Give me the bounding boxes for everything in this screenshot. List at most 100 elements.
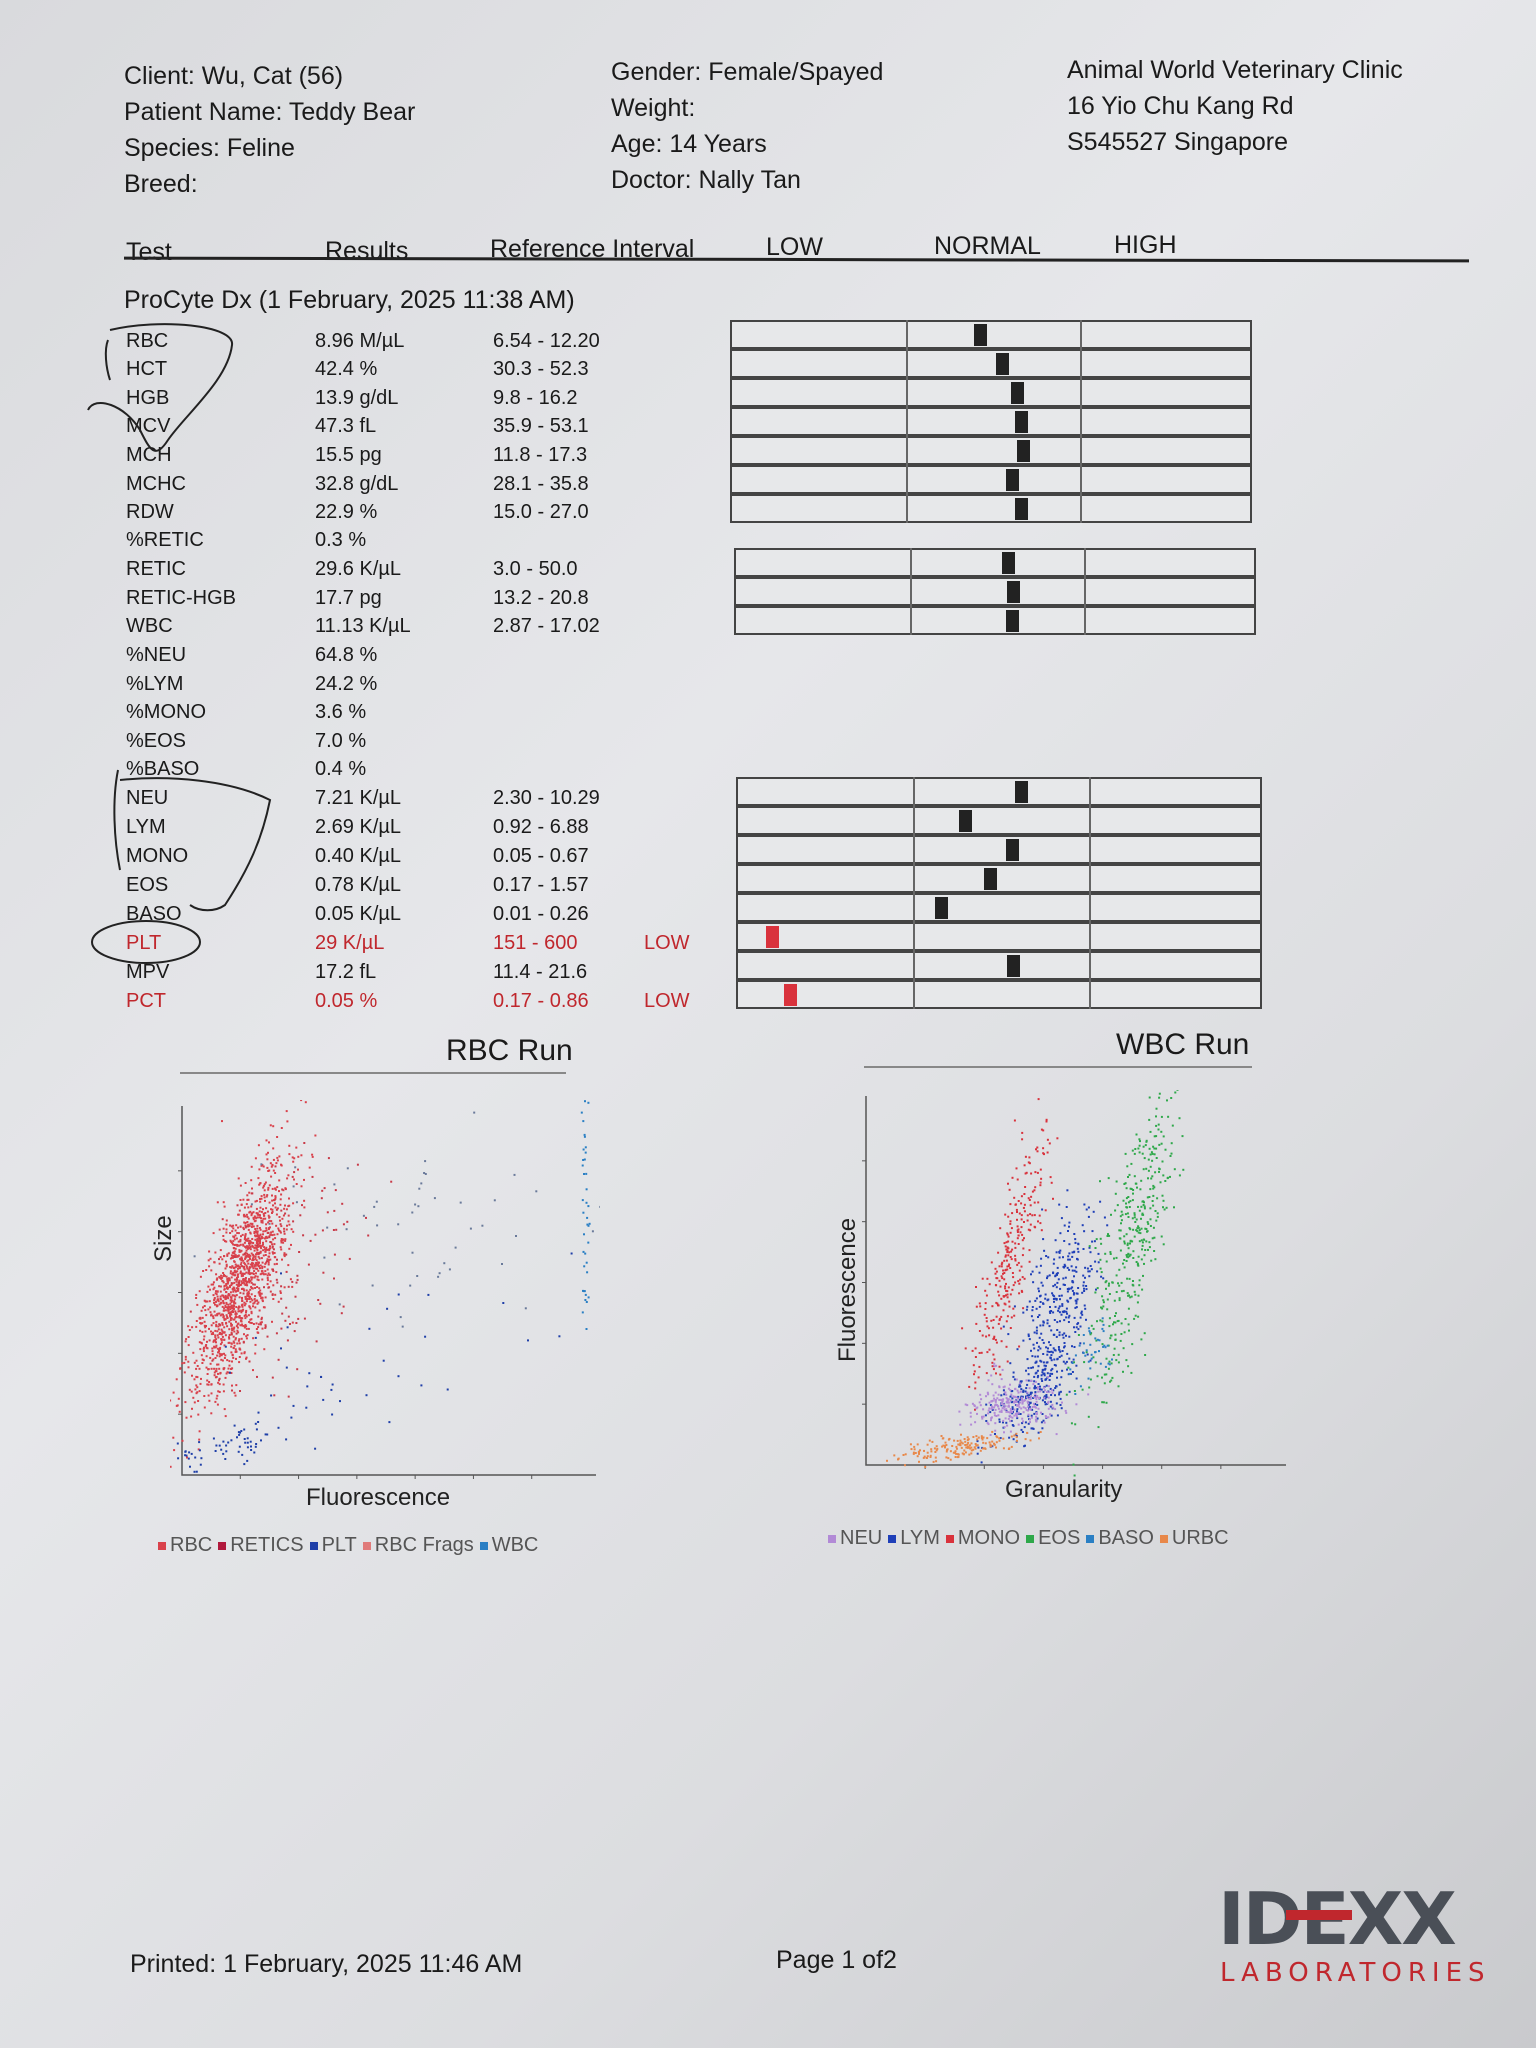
page-number: Page 1 of2	[776, 1946, 897, 1974]
result-marker	[1015, 781, 1029, 803]
result-marker	[1011, 382, 1025, 404]
range-divider	[913, 806, 916, 835]
range-bar	[734, 577, 1256, 606]
test-name: WBC	[126, 615, 173, 637]
result-value: 17.7 pg	[315, 587, 382, 609]
range-divider	[1088, 951, 1091, 980]
range-bar	[736, 951, 1262, 980]
result-marker	[959, 810, 973, 832]
result-value: 2.69 K/µL	[315, 816, 402, 838]
range-divider	[1084, 606, 1086, 635]
range-divider	[913, 951, 916, 980]
legend-label: URBC	[1171, 1527, 1229, 1549]
test-name: %MONO	[126, 701, 206, 723]
urbc-cluster	[886, 1430, 1042, 1468]
plot-axes	[862, 1096, 1286, 1469]
result-marker	[1017, 440, 1031, 462]
range-divider	[910, 606, 912, 635]
legend-swatch	[158, 1541, 166, 1550]
wbc-scatter-points	[193, 1111, 600, 1328]
range-bar	[730, 465, 1252, 494]
test-name: PCT	[126, 990, 166, 1012]
range-divider	[906, 320, 908, 349]
range-divider	[906, 349, 908, 378]
client-info: Client: Wu, Cat (56) Patient Name: Teddy…	[124, 58, 415, 202]
range-bar	[734, 606, 1256, 635]
client-line: Client: Wu, Cat (56)	[124, 62, 344, 90]
species-line: Species: Feline	[124, 134, 295, 162]
wbc-x-axis-label: Granularity	[1005, 1476, 1123, 1503]
legend-label: BASO	[1098, 1527, 1154, 1549]
result-marker	[995, 353, 1009, 375]
range-divider	[913, 835, 916, 864]
test-name: RBC	[126, 330, 169, 352]
wbc-title-underline	[864, 1066, 1252, 1068]
range-divider	[910, 548, 912, 577]
test-name: %RETIC	[126, 529, 204, 551]
section-title: ProCyte Dx (1 February, 2025 11:38 AM)	[124, 286, 575, 314]
range-divider	[906, 494, 908, 523]
column-normal: NORMAL	[934, 232, 1041, 260]
wbc-edge-points	[580, 1100, 591, 1330]
rbc-scatter-plot	[170, 1100, 600, 1479]
test-name: %NEU	[126, 644, 187, 666]
legend-swatch	[218, 1541, 227, 1550]
result-marker	[974, 324, 988, 346]
test-name: %EOS	[126, 730, 187, 752]
test-name: %BASO	[126, 758, 200, 780]
range-divider	[1088, 864, 1091, 893]
range-bar	[736, 806, 1262, 835]
range-bar	[730, 320, 1252, 349]
patient-name-line: Patient Name: Teddy Bear	[124, 98, 416, 126]
range-divider	[1080, 378, 1082, 407]
legend-label: RBC	[170, 1534, 213, 1556]
range-bar	[730, 378, 1252, 407]
test-name: EOS	[126, 874, 169, 896]
column-high: HIGH	[1114, 231, 1177, 259]
test-name: NEU	[126, 787, 169, 809]
reference-range: 0.01 - 0.26	[493, 903, 589, 925]
result-value: 0.3 %	[315, 529, 367, 551]
reference-range: 11.4 - 21.6	[493, 961, 588, 983]
range-divider	[1080, 494, 1082, 523]
reference-range: 28.1 - 35.8	[493, 473, 589, 495]
result-value: 0.05 %	[315, 990, 378, 1012]
legend-swatch	[309, 1541, 318, 1550]
legend-label: WBC	[491, 1534, 539, 1556]
range-divider	[1084, 548, 1086, 577]
range-divider	[910, 577, 912, 606]
result-value: 7.0 %	[315, 730, 367, 752]
result-flag: LOW	[644, 932, 690, 954]
range-bar	[734, 548, 1256, 577]
reference-range: 6.54 - 12.20	[493, 330, 600, 352]
plot-axes	[178, 1106, 596, 1479]
reference-range: 13.2 - 20.8	[493, 587, 589, 609]
legend-swatch	[362, 1541, 371, 1550]
reference-range: 0.05 - 0.67	[493, 845, 589, 867]
clinic-street: 16 Yio Chu Kang Rd	[1067, 92, 1294, 120]
test-name: MONO	[126, 845, 189, 867]
result-flag: LOW	[644, 990, 690, 1012]
plt-scatter-points	[176, 1252, 573, 1453]
range-divider	[1084, 577, 1086, 606]
result-value: 0.4 %	[315, 758, 367, 780]
test-name: PLT	[126, 932, 162, 954]
result-marker	[1007, 581, 1021, 603]
test-name: RDW	[126, 501, 174, 523]
result-marker	[1002, 552, 1016, 574]
result-marker	[1015, 411, 1029, 433]
age-line: Age: 14 Years	[611, 130, 767, 158]
range-bar	[736, 864, 1262, 893]
patient-info: Gender: Female/Spayed Weight: Age: 14 Ye…	[611, 54, 883, 198]
wbc-y-axis-label: Fluorescence	[834, 1217, 861, 1362]
reference-range: 9.8 - 16.2	[493, 387, 578, 409]
rbc-x-axis-label: Fluorescence	[306, 1484, 451, 1511]
legend-label: RETICS	[230, 1534, 304, 1556]
result-value: 7.21 K/µL	[315, 787, 402, 809]
test-name: MPV	[126, 961, 170, 983]
result-marker	[935, 897, 949, 919]
legend-label: PLT	[321, 1534, 357, 1556]
range-divider	[1080, 320, 1082, 349]
result-value: 8.96 M/µL	[315, 330, 405, 352]
range-divider	[1080, 465, 1082, 494]
